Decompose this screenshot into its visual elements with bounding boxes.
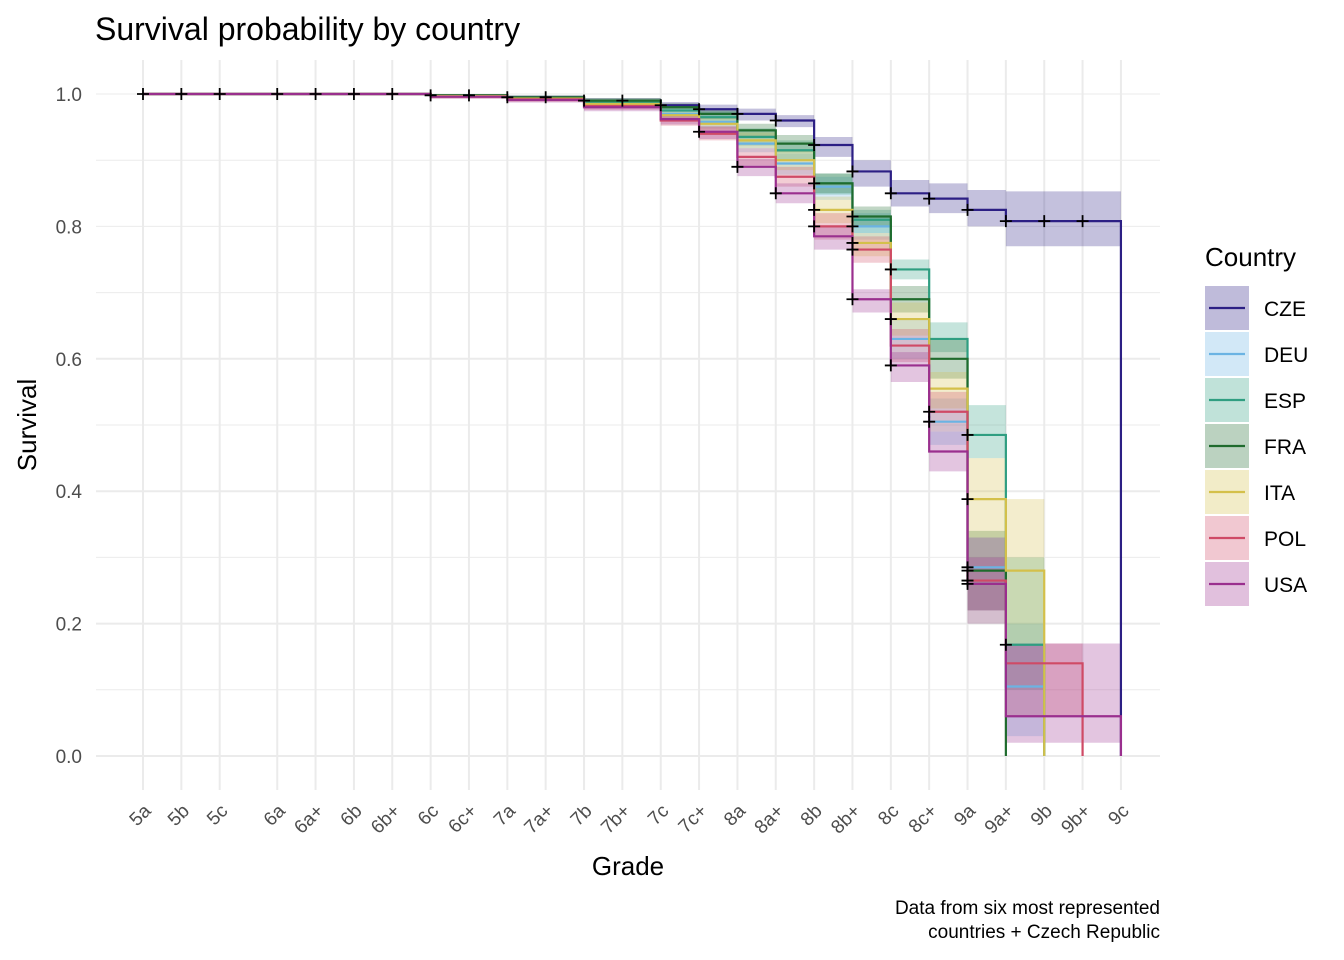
x-tick-label: 8c xyxy=(874,801,903,830)
censor-mark-esp xyxy=(999,638,1012,651)
x-tick-label: 9b xyxy=(1027,801,1057,831)
x-tick-label: 8a xyxy=(720,800,750,830)
x-tick-label: 8b xyxy=(797,801,827,831)
legend: CZE DEU ESP FRA ITA POL USA xyxy=(1205,286,1308,606)
censor-mark-fra xyxy=(846,210,859,223)
censor-mark-cze xyxy=(846,165,859,178)
censor-mark-ita xyxy=(808,203,821,216)
x-tick-label: 6a+ xyxy=(290,801,328,839)
censor-mark-cze xyxy=(501,91,514,104)
censor-marks xyxy=(137,88,1089,651)
censor-mark-cze xyxy=(539,91,552,104)
censor-mark-usa xyxy=(693,125,706,138)
y-tick-label: 0.0 xyxy=(56,747,82,768)
legend-label-deu: DEU xyxy=(1264,344,1308,367)
legend-title: Country xyxy=(1205,242,1296,272)
censor-mark-cze xyxy=(999,215,1012,228)
censor-mark-cze xyxy=(961,203,974,216)
censor-mark-cze xyxy=(693,103,706,116)
legend-label-cze: CZE xyxy=(1264,298,1306,321)
x-tick-label: 6b+ xyxy=(367,801,405,839)
caption-line-2: countries + Czech Republic xyxy=(928,922,1160,943)
x-tick-label: 9b+ xyxy=(1057,801,1095,839)
x-tick-label: 9a+ xyxy=(981,801,1019,839)
x-tick-label: 6c+ xyxy=(445,801,482,838)
censor-mark-cze xyxy=(616,94,629,107)
censor-mark-esp xyxy=(884,263,897,276)
x-tick-label: 6c xyxy=(414,801,443,830)
x-axis-title: Grade xyxy=(592,851,664,881)
x-tick-label: 7a+ xyxy=(521,801,559,839)
censor-mark-usa xyxy=(769,187,782,200)
censor-mark-cze xyxy=(386,88,399,100)
x-tick-label: 5b xyxy=(164,801,194,831)
y-axis-ticks: 0.0 0.2 0.4 0.6 0.8 1.0 xyxy=(56,85,83,768)
x-tick-label: 7c+ xyxy=(675,801,712,838)
censor-mark-cze xyxy=(309,88,322,100)
censor-mark-cze xyxy=(1038,215,1051,228)
censor-mark-cze xyxy=(137,88,149,100)
x-tick-label: 5c xyxy=(203,801,232,830)
band-cze xyxy=(143,94,1121,247)
censor-mark-usa xyxy=(846,293,859,306)
chart-title: Survival probability by country xyxy=(95,11,520,47)
caption-line-1: Data from six most represented xyxy=(895,898,1160,919)
x-tick-label: 8b+ xyxy=(827,801,865,839)
x-tick-label: 8c+ xyxy=(905,801,942,838)
censor-mark-esp xyxy=(961,428,974,441)
censor-mark-pol xyxy=(808,220,821,233)
y-axis-title: Survival xyxy=(12,379,42,471)
censor-mark-cze xyxy=(271,88,284,100)
censor-mark-ita xyxy=(961,493,974,506)
censor-mark-fra xyxy=(808,177,821,190)
censor-mark-usa xyxy=(961,577,974,590)
y-tick-label: 1.0 xyxy=(56,85,82,106)
censor-mark-cze xyxy=(884,187,897,200)
grid xyxy=(96,60,1160,790)
y-tick-label: 0.6 xyxy=(56,350,82,371)
y-tick-label: 0.2 xyxy=(56,615,82,636)
censor-mark-cze xyxy=(462,89,475,102)
censor-mark-cze xyxy=(578,94,591,107)
legend-label-esp: ESP xyxy=(1264,390,1306,413)
censor-mark-cze xyxy=(769,114,782,127)
legend-label-ita: ITA xyxy=(1264,482,1295,505)
x-axis-ticks: 5a 5b 5c 6a 6a+ 6b 6b+ 6c 6c+ 7a 7a+ 7b 7b+ 7c 7c+ 8a 8a… xyxy=(126,800,1134,838)
legend-label-usa: USA xyxy=(1264,574,1307,597)
censor-mark-pol xyxy=(923,405,936,418)
censor-mark-cze xyxy=(731,107,744,120)
confidence-bands xyxy=(143,94,1121,743)
y-tick-label: 0.4 xyxy=(56,482,83,503)
censor-mark-cze xyxy=(808,138,821,151)
x-tick-label: 6a xyxy=(260,800,290,830)
x-tick-label: 5a xyxy=(126,800,156,830)
legend-label-pol: POL xyxy=(1264,528,1306,551)
censor-mark-cze xyxy=(175,88,188,100)
censor-mark-usa xyxy=(884,359,897,372)
censor-mark-cze xyxy=(347,88,360,100)
censor-mark-cze xyxy=(1076,215,1089,228)
y-tick-label: 0.8 xyxy=(56,217,82,238)
x-tick-label: 7c xyxy=(644,801,673,830)
censor-mark-cze xyxy=(424,89,437,102)
censor-mark-cze xyxy=(923,192,936,205)
censor-mark-ita xyxy=(884,313,897,326)
legend-label-fra: FRA xyxy=(1264,436,1306,459)
x-tick-label: 8a+ xyxy=(751,801,789,839)
x-tick-label: 6b xyxy=(337,801,367,831)
censor-mark-cze xyxy=(654,99,667,112)
censor-mark-pol xyxy=(846,243,859,256)
censor-mark-usa xyxy=(731,160,744,173)
x-tick-label: 9a xyxy=(950,800,980,830)
censor-mark-cze xyxy=(213,88,226,100)
x-tick-label: 7b xyxy=(567,801,597,831)
band-usa xyxy=(143,94,1121,743)
x-tick-label: 7a xyxy=(490,800,520,830)
x-tick-label: 9c xyxy=(1104,801,1133,830)
x-tick-label: 7b+ xyxy=(597,801,635,839)
